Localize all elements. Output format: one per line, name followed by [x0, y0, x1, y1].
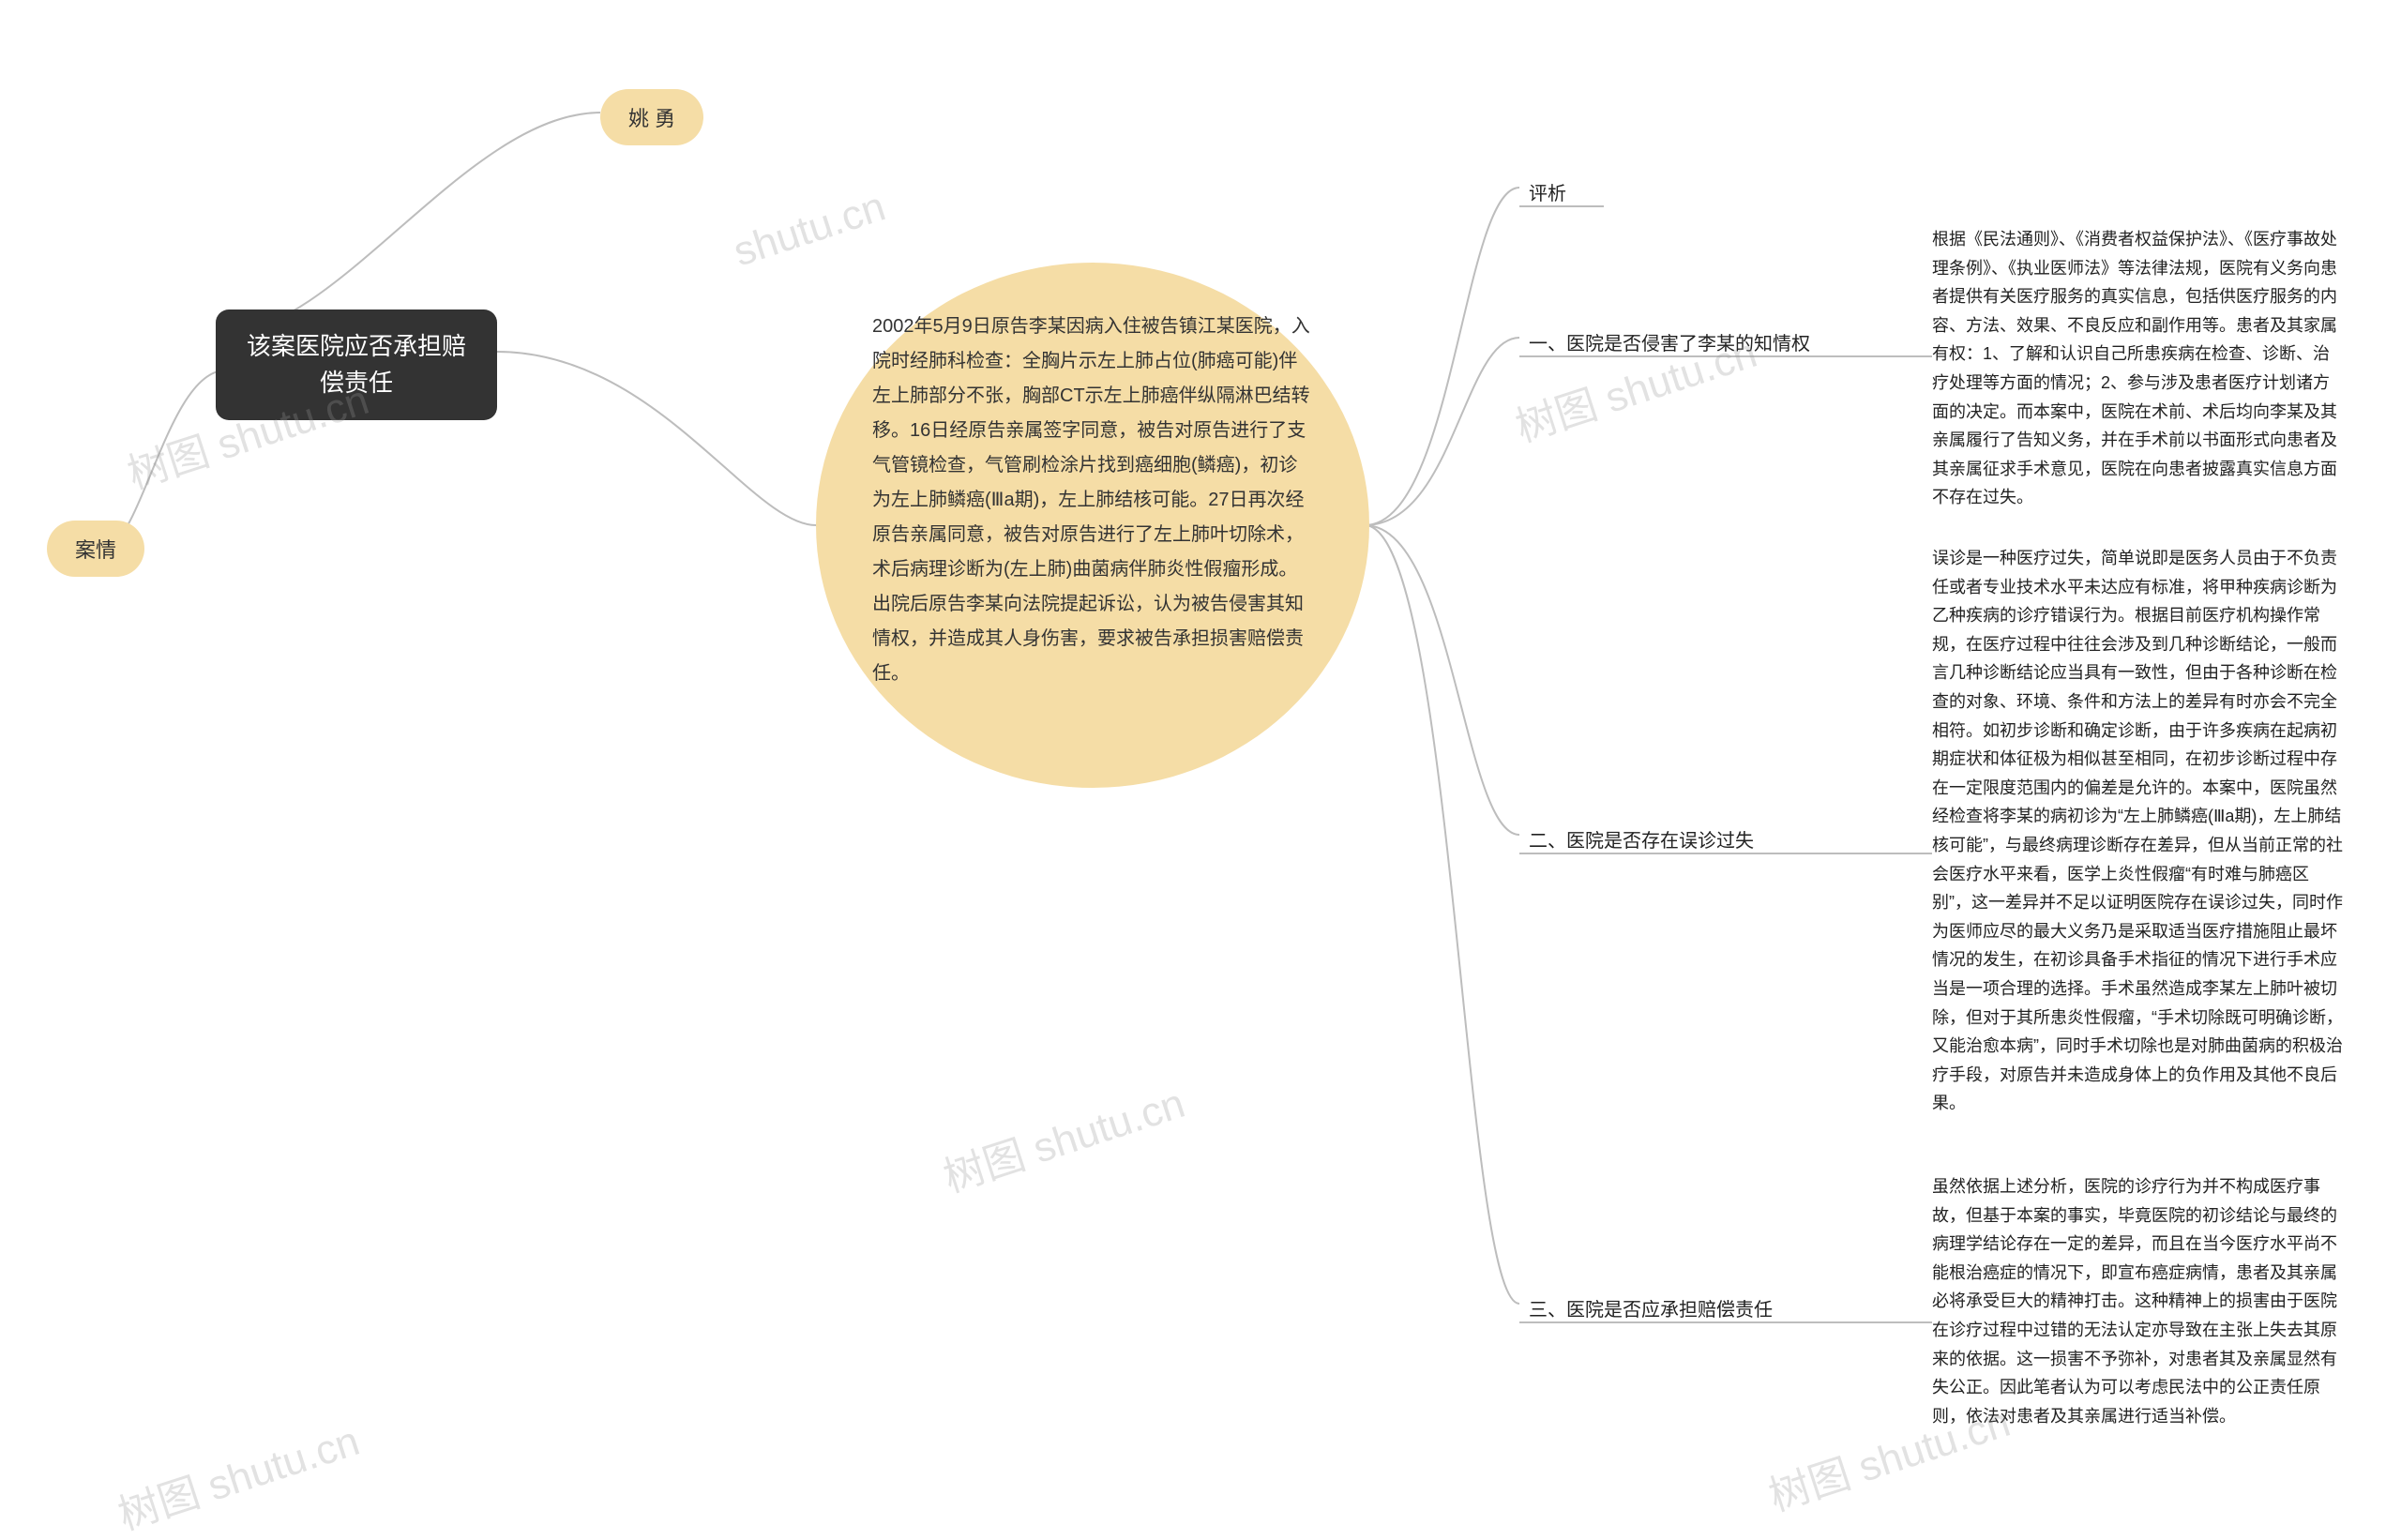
left-child-case[interactable]: 案情 — [47, 521, 144, 577]
left-child-author[interactable]: 姚 勇 — [600, 89, 703, 145]
analysis-node-2[interactable]: 二、医院是否存在误诊过失 — [1529, 825, 1754, 853]
analysis-node-3[interactable]: 三、医院是否应承担赔偿责任 — [1529, 1294, 1773, 1321]
watermark: 树图 shutu.cn — [110, 1407, 366, 1540]
watermark: 树图 shutu.cn — [935, 1069, 1191, 1203]
analysis-node-2-detail: 误诊是一种医疗过失，简单说即是医务人员由于不负责任或者专业技术水平未达应有标准，… — [1932, 544, 2345, 1118]
analysis-node-0[interactable]: 评析 — [1529, 178, 1566, 205]
case-detail-text: 2002年5月9日原告李某因病入住被告镇江某医院，入院时经肺科检查：全胸片示左上… — [872, 316, 1310, 684]
analysis-node-3-detail: 虽然依据上述分析，医院的诊疗行为并不构成医疗事故，但基于本案的事实，毕竟医院的初… — [1932, 1172, 2345, 1430]
root-label: 该案医院应否承担赔偿责任 — [247, 332, 466, 397]
watermark: shutu.cn — [728, 184, 891, 277]
analysis-node-0-label: 评析 — [1529, 184, 1566, 204]
left-child-case-label: 案情 — [75, 538, 116, 562]
analysis-node-1-detail: 根据《民法通则》、《消费者权益保护法》、《医疗事故处理条例》、《执业医师法》等法… — [1932, 225, 2345, 512]
analysis-node-2-label: 二、医院是否存在误诊过失 — [1529, 831, 1754, 852]
analysis-node-3-label: 三、医院是否应承担赔偿责任 — [1529, 1300, 1773, 1321]
analysis-node-1-label: 一、医院是否侵害了李某的知情权 — [1529, 334, 1810, 355]
root-node[interactable]: 该案医院应否承担赔偿责任 — [216, 310, 497, 420]
case-detail-node[interactable]: 2002年5月9日原告李某因病入住被告镇江某医院，入院时经肺科检查：全胸片示左上… — [816, 263, 1369, 788]
analysis-node-1[interactable]: 一、医院是否侵害了李某的知情权 — [1529, 328, 1810, 355]
left-child-author-label: 姚 勇 — [628, 107, 675, 130]
